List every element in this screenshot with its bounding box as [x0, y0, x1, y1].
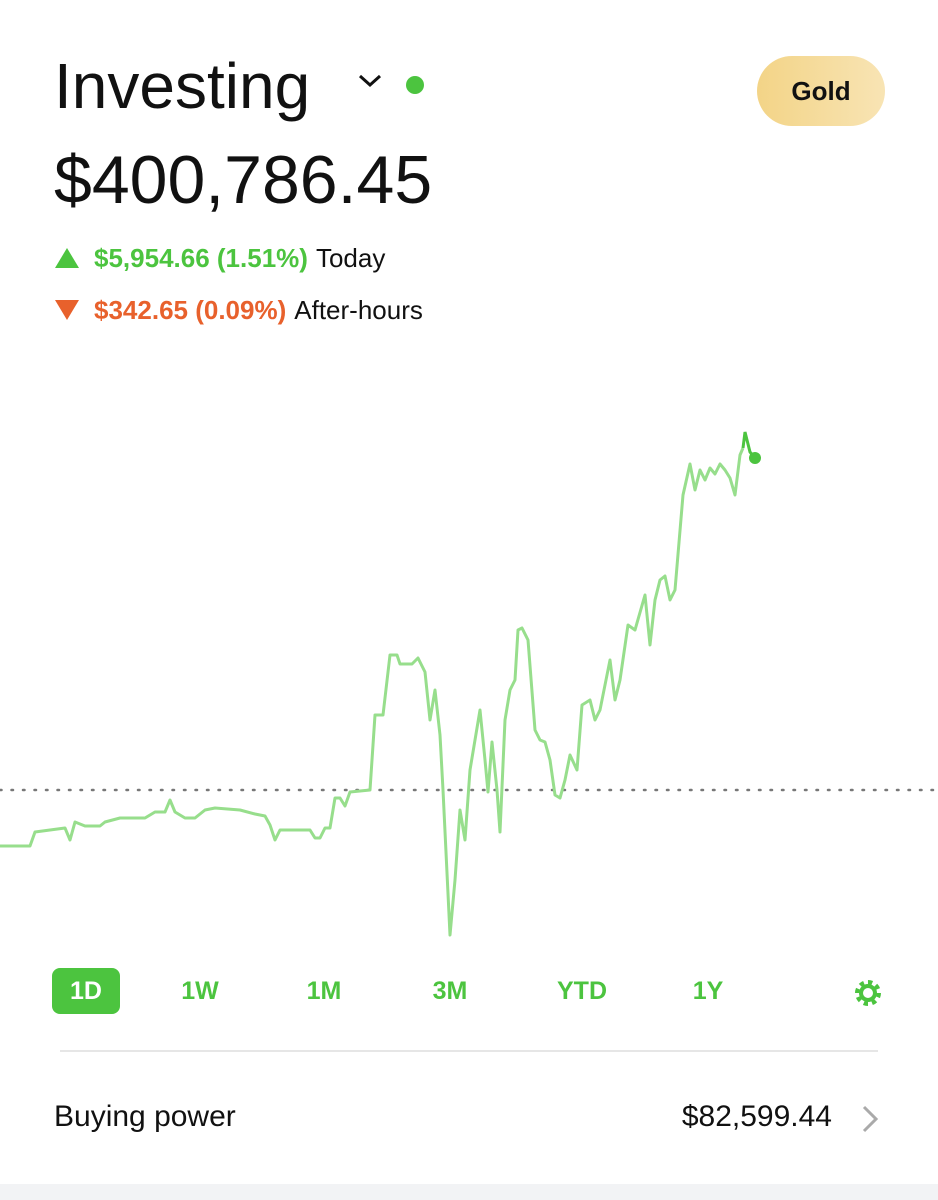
after-hours-value: $342.65 (0.09%)	[94, 295, 287, 325]
gold-button[interactable]: Gold	[757, 56, 885, 126]
portfolio-chart	[0, 431, 938, 937]
range-tab[interactable]: 1Y	[668, 968, 748, 1014]
buying-power-label[interactable]: Buying power	[54, 1100, 236, 1133]
account-title[interactable]: Investing	[54, 50, 311, 122]
today-change-value: $5,954.66 (1.51%)	[94, 243, 308, 273]
today-change: $5,954.66 (1.51%) Today	[54, 242, 385, 274]
today-label: Today	[315, 243, 386, 273]
range-tab[interactable]: 1M	[284, 968, 364, 1014]
range-tab[interactable]: 3M	[410, 968, 490, 1014]
dropdown-chevron[interactable]	[356, 70, 384, 90]
portfolio-balance: $400,786.45	[54, 142, 433, 218]
price-line	[0, 447, 745, 937]
divider	[60, 1050, 878, 1052]
footer-strip	[0, 1184, 938, 1200]
range-tab[interactable]: 1W	[160, 968, 240, 1014]
buying-power-value[interactable]: $82,599.44	[681, 1100, 832, 1133]
down-arrow	[55, 300, 79, 320]
range-tab[interactable]: YTD	[542, 968, 622, 1014]
range-tab[interactable]: 1D	[52, 968, 120, 1014]
chevron-right[interactable]	[860, 1104, 880, 1134]
after-hours-label: After-hours	[294, 295, 423, 325]
current-point	[749, 452, 761, 464]
after-hours-change: $342.65 (0.09%) After-hours	[54, 294, 423, 326]
market-status-dot	[406, 76, 424, 94]
chart-settings[interactable]	[850, 975, 886, 1011]
up-arrow	[55, 248, 79, 268]
range-selector: 1D 1W 1M 3M YTD 1Y	[0, 968, 938, 1018]
